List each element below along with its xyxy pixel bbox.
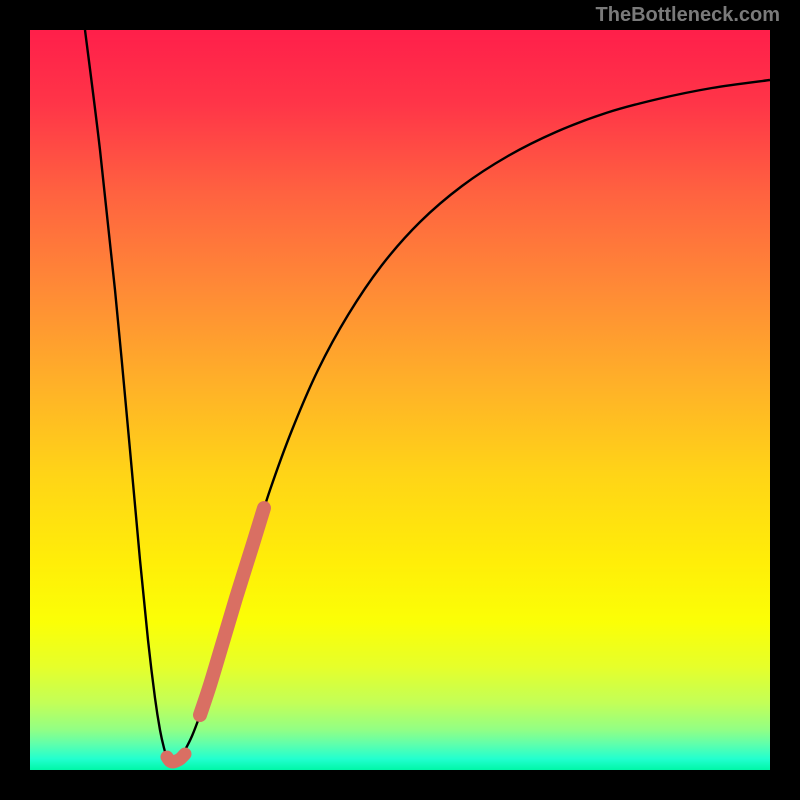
bottleneck-curve — [85, 30, 770, 762]
curve-layer — [30, 30, 770, 770]
highlight-segment-0 — [200, 508, 264, 715]
chart-frame: TheBottleneck.com — [0, 0, 800, 800]
highlight-overlays — [167, 508, 264, 762]
plot-area — [30, 30, 770, 770]
watermark-text: TheBottleneck.com — [596, 4, 780, 27]
highlight-segment-1 — [167, 754, 185, 762]
